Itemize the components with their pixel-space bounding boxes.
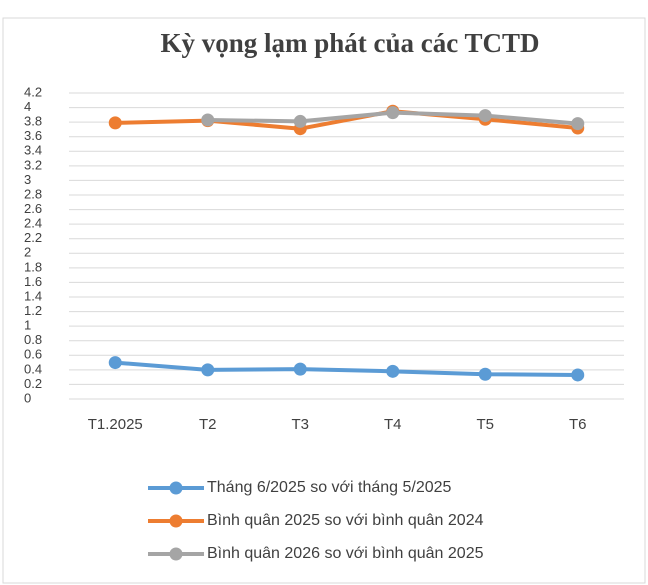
- y-tick-label: 1.4: [24, 288, 42, 303]
- y-tick-label: 3.8: [24, 114, 42, 129]
- data-point: [293, 114, 307, 128]
- y-tick-label: 1.8: [24, 259, 42, 274]
- y-tick-label: 1: [24, 318, 31, 333]
- data-point: [571, 117, 585, 131]
- legend-marker: [169, 547, 183, 561]
- legend-label: Bình quân 2025 so với bình quân 2024: [207, 512, 484, 529]
- data-point: [293, 362, 307, 376]
- x-tick-label: T2: [199, 416, 217, 433]
- legend-label: Tháng 6/2025 so với tháng 5/2025: [207, 479, 452, 496]
- y-tick-label: 0.8: [24, 332, 42, 347]
- data-point: [108, 356, 122, 370]
- y-tick-label: 2.8: [24, 186, 42, 201]
- data-point: [571, 368, 585, 382]
- y-tick-label: 1.6: [24, 274, 42, 289]
- y-tick-label: 0.2: [24, 376, 42, 391]
- legend-marker: [169, 481, 183, 495]
- x-tick-label: T5: [476, 416, 494, 433]
- y-tick-label: 2.2: [24, 230, 42, 245]
- x-tick-label: T4: [384, 416, 402, 433]
- chart-title: Kỳ vọng lạm phát của các TCTD: [160, 28, 539, 58]
- data-point: [386, 364, 400, 378]
- y-tick-label: 4.2: [24, 84, 42, 99]
- data-point: [478, 367, 492, 381]
- y-tick-label: 4: [24, 99, 31, 114]
- chart-frame: [2, 17, 646, 584]
- y-tick-label: 3.2: [24, 157, 42, 172]
- y-tick-label: 0.6: [24, 347, 42, 362]
- y-tick-label: 2: [24, 245, 31, 260]
- y-tick-label: 3.4: [24, 143, 42, 158]
- series-line: [115, 109, 578, 131]
- data-point: [108, 116, 122, 130]
- y-tick-label: 0.4: [24, 361, 42, 376]
- y-tick-label: 3: [24, 172, 31, 187]
- data-point: [201, 363, 215, 377]
- legend-label: Bình quân 2026 so với bình quân 2025: [207, 545, 484, 562]
- x-tick-label: T6: [569, 416, 587, 433]
- y-tick-label: 2.4: [24, 216, 42, 231]
- x-tick-label: T1.2025: [88, 416, 143, 433]
- y-tick-label: 1.2: [24, 303, 42, 318]
- data-point: [201, 113, 215, 127]
- data-point: [478, 109, 492, 123]
- x-tick-label: T3: [291, 416, 309, 433]
- y-tick-label: 3.6: [24, 128, 42, 143]
- data-point: [386, 106, 400, 120]
- y-tick-label: 0: [24, 390, 31, 405]
- legend-marker: [169, 514, 183, 528]
- series-line: [115, 360, 578, 377]
- y-tick-label: 2.6: [24, 201, 42, 216]
